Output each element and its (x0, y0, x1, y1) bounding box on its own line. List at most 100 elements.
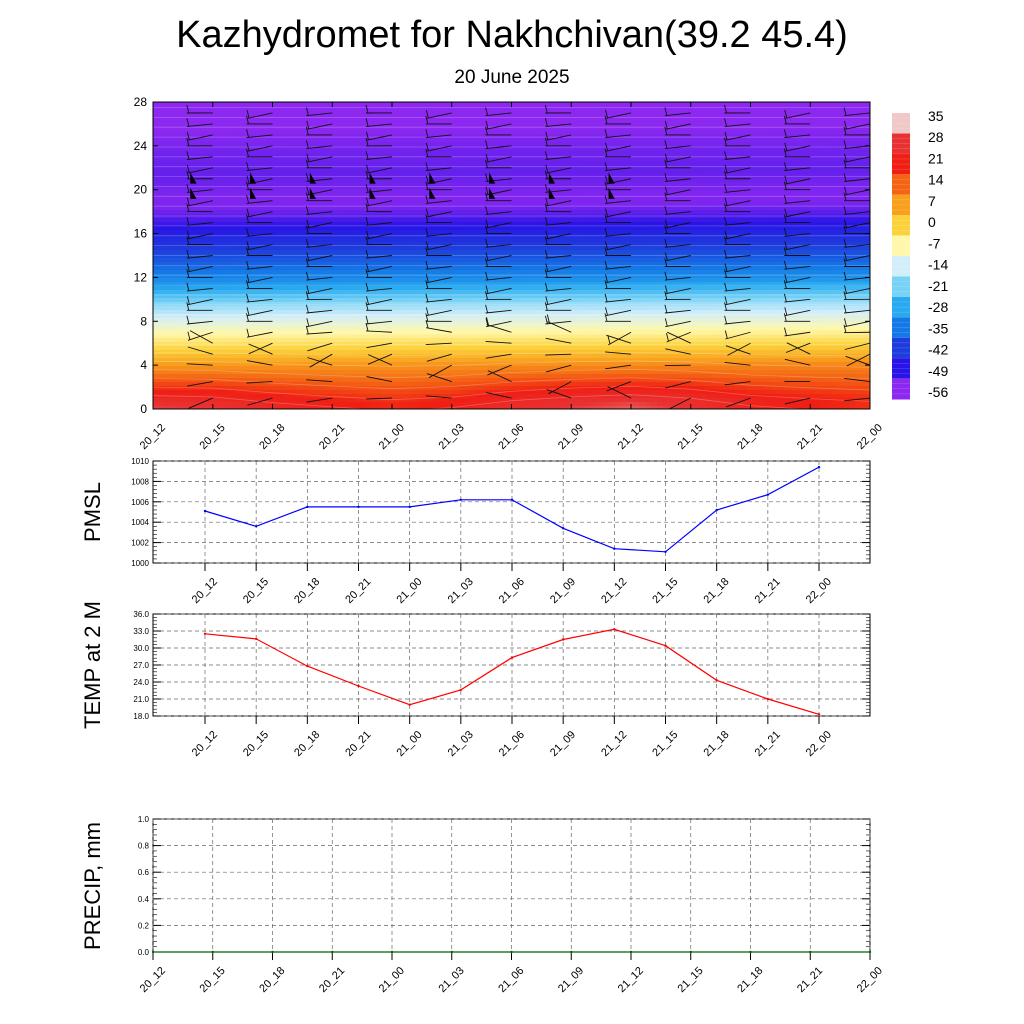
field-cell (483, 222, 490, 227)
field-cell (195, 230, 202, 235)
field-cell (453, 314, 460, 319)
field-cell (303, 118, 310, 123)
field-cell (297, 170, 304, 175)
field-cell (243, 398, 250, 403)
field-cell (165, 138, 172, 143)
field-cell (501, 142, 508, 147)
field-cell (489, 242, 496, 247)
field-cell (471, 222, 478, 227)
field-cell (339, 114, 346, 119)
field-cell (219, 322, 226, 327)
field-cell (327, 118, 334, 123)
field-cell (159, 134, 166, 139)
field-cell (507, 390, 514, 395)
field-cell (249, 158, 256, 163)
field-cell (423, 406, 430, 409)
field-cell (435, 358, 442, 363)
field-cell (315, 158, 322, 163)
field-cell (447, 294, 454, 299)
field-cell (177, 210, 184, 215)
field-cell (339, 142, 346, 147)
field-cell (369, 246, 376, 251)
field-cell (387, 302, 394, 307)
field-cell (183, 362, 190, 367)
field-cell (345, 270, 352, 275)
field-cell (483, 254, 490, 259)
field-cell (225, 190, 232, 195)
field-cell (213, 302, 220, 307)
field-cell (333, 182, 340, 187)
field-cell (369, 358, 376, 363)
field-cell (249, 270, 256, 275)
field-cell (321, 202, 328, 207)
field-cell (171, 310, 178, 315)
field-cell (471, 218, 478, 223)
field-cell (339, 398, 346, 403)
field-cell (195, 134, 202, 139)
field-cell (465, 350, 472, 355)
field-cell (387, 254, 394, 259)
field-cell (441, 306, 448, 311)
field-cell (381, 290, 388, 295)
field-cell (339, 350, 346, 355)
field-cell (189, 234, 196, 239)
field-cell (459, 146, 466, 151)
field-cell (183, 366, 190, 371)
field-cell (489, 338, 496, 343)
field-cell (273, 138, 280, 143)
field-cell (501, 294, 508, 299)
field-cell (249, 202, 256, 207)
field-cell (459, 290, 466, 295)
field-cell (195, 354, 202, 359)
field-cell (525, 122, 532, 127)
field-cell (417, 290, 424, 295)
field-cell (357, 138, 364, 143)
field-cell (459, 170, 466, 175)
field-cell (435, 202, 442, 207)
field-cell (447, 266, 454, 271)
field-cell (249, 146, 256, 151)
field-cell (219, 402, 226, 407)
field-cell (423, 186, 430, 191)
field-cell (321, 370, 328, 375)
field-cell (255, 370, 262, 375)
field-cell (177, 150, 184, 155)
field-cell (213, 374, 220, 379)
field-cell (351, 350, 358, 355)
field-cell (237, 242, 244, 247)
field-cell (153, 338, 160, 343)
field-cell (243, 262, 250, 267)
field-cell (465, 318, 472, 323)
field-cell (399, 186, 406, 191)
field-cell (417, 294, 424, 299)
field-cell (405, 338, 412, 343)
field-cell (357, 242, 364, 247)
field-cell (255, 314, 262, 319)
field-cell (201, 138, 208, 143)
field-cell (399, 170, 406, 175)
field-cell (513, 302, 520, 307)
field-cell (165, 246, 172, 251)
field-cell (441, 126, 448, 131)
field-cell (477, 186, 484, 191)
field-cell (477, 266, 484, 271)
field-cell (201, 358, 208, 363)
field-cell (267, 150, 274, 155)
field-cell (423, 166, 430, 171)
field-cell (495, 146, 502, 151)
field-cell (411, 178, 418, 183)
field-cell (327, 358, 334, 363)
field-cell (441, 214, 448, 219)
field-cell (237, 330, 244, 335)
field-cell (411, 330, 418, 335)
field-cell (393, 170, 400, 175)
field-cell (411, 158, 418, 163)
field-cell (477, 246, 484, 251)
field-cell (483, 346, 490, 351)
field-cell (171, 126, 178, 131)
field-cell (453, 162, 460, 167)
field-cell (339, 294, 346, 299)
field-cell (273, 222, 280, 227)
field-cell (357, 374, 364, 379)
field-cell (189, 246, 196, 251)
